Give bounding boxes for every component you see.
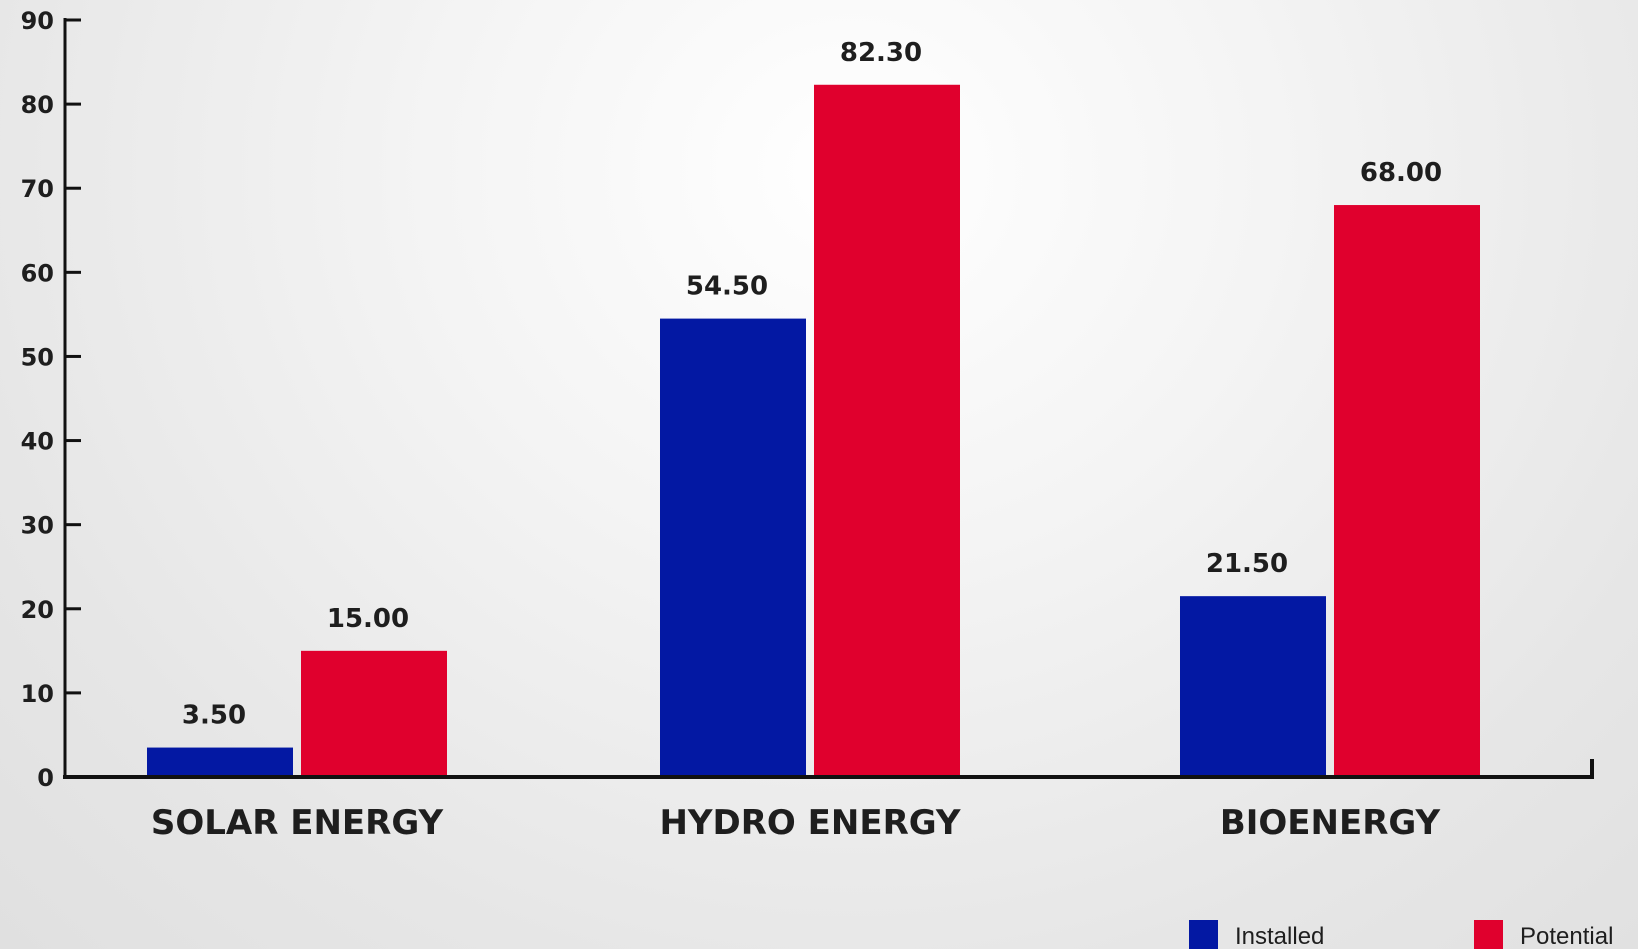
category-label: BIOENERGY [1220, 803, 1441, 843]
bar-potential-2 [1334, 205, 1480, 778]
bar-installed-2 [1180, 596, 1326, 777]
bar-potential-0 [301, 650, 447, 777]
y-tick-label: 50 [21, 343, 54, 371]
legend: Installed Potential [1189, 920, 1613, 949]
y-tick-label: 80 [21, 91, 54, 119]
y-tick-label: 10 [21, 680, 54, 708]
y-tick-label: 0 [37, 764, 54, 792]
y-tick-label: 90 [21, 7, 54, 35]
bars [147, 84, 1480, 778]
legend-label-installed: Installed [1235, 923, 1324, 949]
y-axis: 0 10 20 30 40 50 60 70 80 90 [21, 7, 81, 792]
bar-installed-1 [660, 318, 806, 777]
y-tick-label: 70 [21, 175, 54, 203]
category-label: SOLAR ENERGY [151, 803, 444, 843]
legend-label-potential: Potential [1520, 923, 1613, 949]
legend-swatch-installed [1189, 920, 1218, 949]
value-label-potential-2: 68.00 [1360, 158, 1442, 188]
value-label-installed-1: 54.50 [686, 272, 768, 302]
x-axis: SOLAR ENERGY HYDRO ENERGY BIOENERGY [63, 759, 1594, 843]
y-tick-label: 20 [21, 596, 54, 624]
value-label-installed-2: 21.50 [1206, 549, 1288, 579]
value-label-potential-0: 15.00 [327, 604, 409, 634]
y-tick-label: 40 [21, 428, 54, 456]
legend-swatch-potential [1474, 920, 1503, 949]
value-label-installed-0: 3.50 [182, 701, 246, 731]
category-label: HYDRO ENERGY [659, 803, 960, 843]
bar-potential-1 [814, 84, 960, 777]
y-tick-label: 30 [21, 512, 54, 540]
y-tick-label: 60 [21, 259, 54, 287]
value-labels: 3.50 15.00 54.50 82.30 21.50 68.00 [182, 38, 1442, 731]
bar-installed-0 [147, 747, 293, 777]
value-label-potential-1: 82.30 [840, 38, 922, 68]
